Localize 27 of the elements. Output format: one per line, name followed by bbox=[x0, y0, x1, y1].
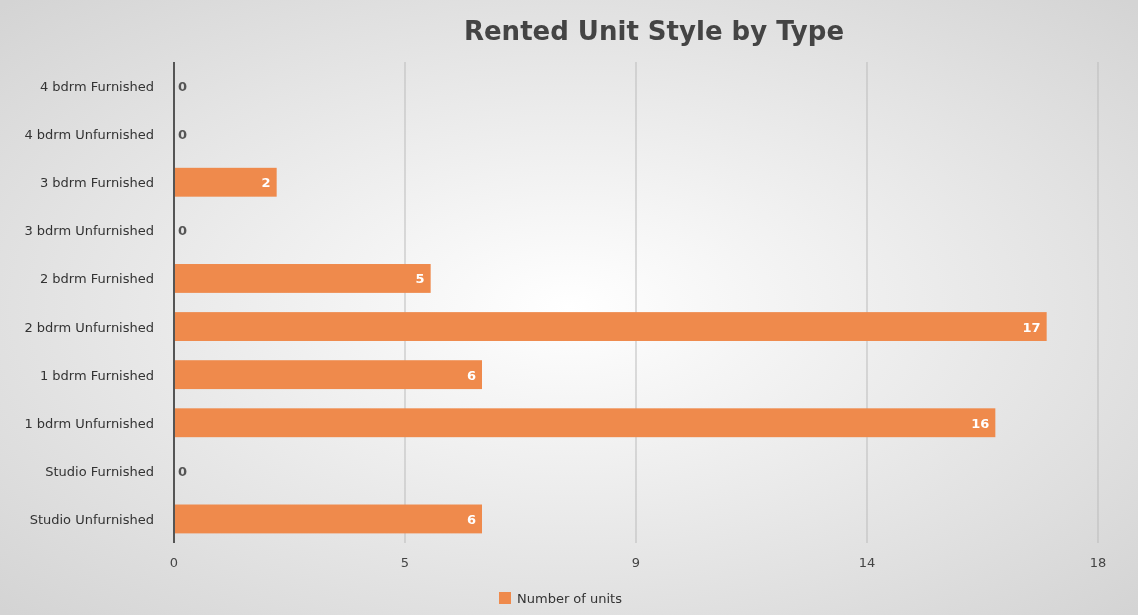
y-tick-label: 2 bdrm Unfurnished bbox=[24, 319, 154, 335]
y-tick-label: 4 bdrm Furnished bbox=[39, 79, 154, 95]
y-tick-label: Studio Unfurnished bbox=[29, 511, 154, 527]
y-tick-label: 3 bdrm Unfurnished bbox=[24, 223, 154, 239]
data-label: 0 bbox=[178, 127, 188, 143]
y-tick-label: Studio Furnished bbox=[45, 463, 154, 479]
data-label: 2 bbox=[261, 175, 271, 191]
chart-title: Rented Unit Style by Type bbox=[463, 16, 845, 46]
y-tick-label: 2 bdrm Furnished bbox=[39, 271, 154, 287]
y-tick-label: 4 bdrm Unfurnished bbox=[24, 127, 154, 143]
y-tick-label: 1 bdrm Furnished bbox=[39, 367, 154, 383]
data-label: 6 bbox=[466, 367, 476, 383]
data-label: 0 bbox=[178, 463, 188, 479]
data-label: 17 bbox=[1022, 319, 1041, 335]
x-tick-label: 18 bbox=[1089, 555, 1107, 570]
x-tick-label: 0 bbox=[169, 555, 179, 570]
data-label: 6 bbox=[466, 511, 476, 527]
y-tick-label: 1 bdrm Unfurnished bbox=[24, 415, 154, 431]
data-label: 0 bbox=[178, 223, 188, 239]
data-label: 16 bbox=[971, 415, 990, 431]
data-label: 5 bbox=[415, 271, 425, 287]
data-label: 0 bbox=[178, 79, 188, 95]
legend-label: Number of units bbox=[517, 591, 623, 606]
x-tick-label: 5 bbox=[400, 555, 410, 570]
y-tick-label: 3 bdrm Furnished bbox=[39, 175, 154, 191]
x-tick-label: 14 bbox=[858, 555, 876, 570]
x-tick-label: 9 bbox=[631, 555, 641, 570]
